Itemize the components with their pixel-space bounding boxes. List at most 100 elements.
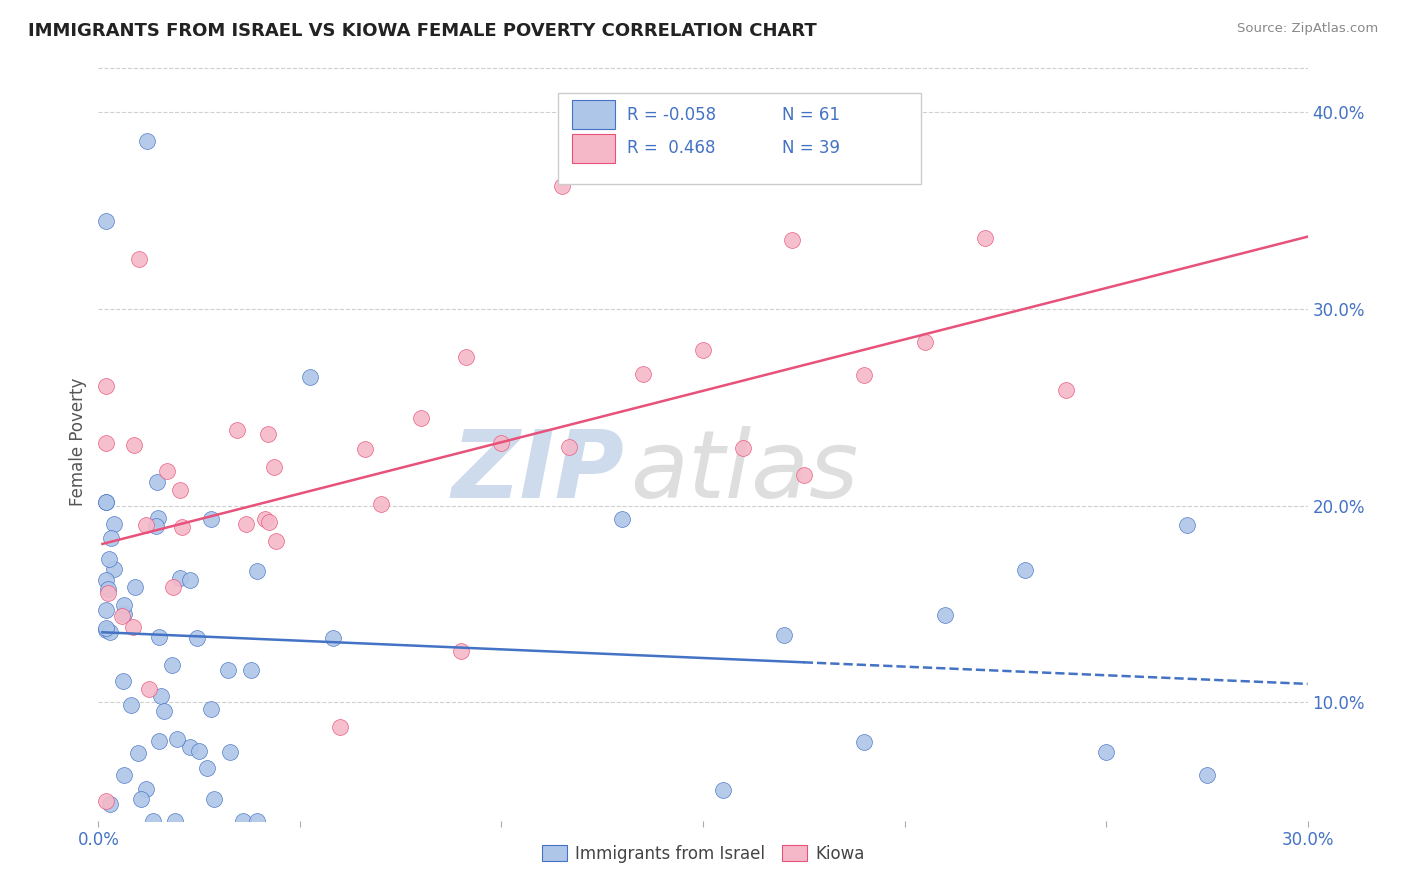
Point xyxy=(322,632,344,646)
Point xyxy=(162,580,184,594)
Point xyxy=(853,735,876,749)
Point xyxy=(111,608,134,623)
Point xyxy=(631,367,654,381)
Point xyxy=(97,585,120,599)
Point xyxy=(96,623,118,637)
Text: N = 61: N = 61 xyxy=(782,106,839,124)
Point xyxy=(172,520,194,534)
Point xyxy=(124,580,146,594)
Point xyxy=(934,608,956,623)
Point xyxy=(186,632,208,646)
Point xyxy=(112,768,135,782)
Point xyxy=(263,460,285,475)
Point xyxy=(232,814,254,828)
Text: R = -0.058: R = -0.058 xyxy=(627,106,716,124)
Point xyxy=(153,704,176,718)
Point xyxy=(1175,517,1198,532)
Text: IMMIGRANTS FROM ISRAEL VS KIOWA FEMALE POVERTY CORRELATION CHART: IMMIGRANTS FROM ISRAEL VS KIOWA FEMALE P… xyxy=(28,22,817,40)
Point xyxy=(239,663,262,677)
Point xyxy=(914,335,936,350)
Point xyxy=(148,734,170,748)
Point xyxy=(612,512,634,526)
Point xyxy=(96,435,118,450)
Point xyxy=(1195,768,1218,782)
Point xyxy=(256,426,278,441)
Point xyxy=(202,792,225,806)
Text: ZIP: ZIP xyxy=(451,425,624,518)
Point xyxy=(96,573,118,587)
FancyBboxPatch shape xyxy=(572,101,614,129)
Point xyxy=(257,515,280,529)
Point xyxy=(235,517,257,532)
Text: R =  0.468: R = 0.468 xyxy=(627,139,716,157)
Point xyxy=(454,350,477,364)
Point xyxy=(120,698,142,713)
Point xyxy=(97,552,120,566)
Point xyxy=(370,496,392,510)
Point xyxy=(96,494,118,508)
Y-axis label: Female Poverty: Female Poverty xyxy=(69,377,87,506)
Point xyxy=(122,438,145,452)
Point xyxy=(96,379,118,393)
Legend: Immigrants from Israel, Kiowa: Immigrants from Israel, Kiowa xyxy=(534,838,872,869)
Point xyxy=(974,231,997,245)
Point xyxy=(200,701,222,715)
Point xyxy=(1054,383,1077,397)
Point xyxy=(112,607,135,621)
Point xyxy=(219,746,242,760)
Point xyxy=(96,603,118,617)
Point xyxy=(111,674,134,689)
Point xyxy=(103,517,125,532)
Point xyxy=(853,368,876,382)
Text: Source: ZipAtlas.com: Source: ZipAtlas.com xyxy=(1237,22,1378,36)
Point xyxy=(135,782,157,797)
Point xyxy=(264,534,287,549)
Point xyxy=(166,732,188,747)
Point xyxy=(733,442,755,456)
FancyBboxPatch shape xyxy=(572,134,614,162)
Point xyxy=(103,562,125,576)
Point xyxy=(96,214,118,228)
Point xyxy=(329,720,352,734)
Point xyxy=(450,644,472,658)
Point xyxy=(165,814,187,828)
Point xyxy=(354,442,377,456)
Point xyxy=(100,531,122,545)
Point xyxy=(98,625,121,640)
Point xyxy=(145,519,167,533)
Point xyxy=(122,620,145,634)
Point xyxy=(160,657,183,672)
Point xyxy=(148,511,170,525)
Point xyxy=(138,682,160,697)
Point xyxy=(793,468,815,483)
Point xyxy=(195,762,218,776)
Point xyxy=(225,423,247,437)
Point xyxy=(112,598,135,612)
Point xyxy=(188,744,211,758)
Point xyxy=(127,746,149,760)
Point xyxy=(179,740,201,755)
Point xyxy=(156,464,179,478)
Point xyxy=(246,564,269,578)
FancyBboxPatch shape xyxy=(558,93,921,184)
Point xyxy=(711,783,734,797)
Point xyxy=(217,663,239,677)
Point xyxy=(551,179,574,194)
Point xyxy=(142,814,165,828)
Point xyxy=(1095,745,1118,759)
Point xyxy=(179,573,201,587)
Point xyxy=(96,495,118,509)
Point xyxy=(298,369,321,384)
Point xyxy=(1014,563,1036,577)
Point xyxy=(149,690,172,704)
Point xyxy=(97,582,120,597)
Point xyxy=(246,814,269,828)
Point xyxy=(135,517,157,532)
Point xyxy=(169,483,191,498)
Point xyxy=(96,621,118,635)
Text: N = 39: N = 39 xyxy=(782,139,839,157)
Point xyxy=(558,440,581,454)
Point xyxy=(129,791,152,805)
Point xyxy=(692,343,714,358)
Point xyxy=(253,512,276,526)
